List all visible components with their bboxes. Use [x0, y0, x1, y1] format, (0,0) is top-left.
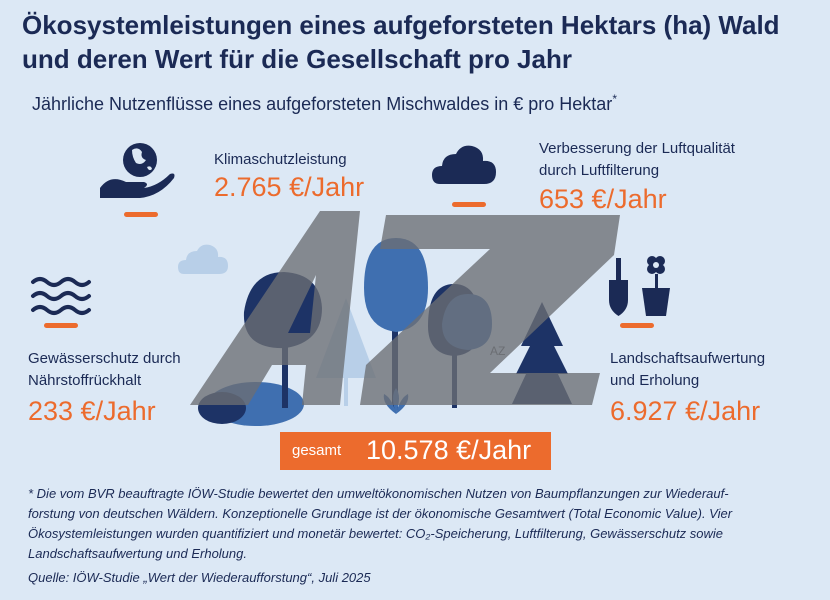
- page-title: Ökosystemleistungen eines aufgeforsteten…: [22, 8, 812, 76]
- water-label-line-2: Nährstoffrückhalt: [28, 372, 142, 389]
- hand-globe-dash: [124, 212, 158, 217]
- landscape-dash: [620, 323, 654, 328]
- hand-globe-icon: [100, 143, 175, 198]
- total-box: gesamt 10.578 €/Jahr: [280, 432, 551, 470]
- landscape-label: Landschaftsaufwertung und Erholung: [610, 348, 765, 392]
- watermark-text: AZ: [490, 344, 505, 358]
- waves-icon: [31, 277, 91, 315]
- footnote: * Die vom BVR beauftragte IÖW-Studie bew…: [28, 484, 798, 564]
- waves-dash: [44, 323, 78, 328]
- tree-blue-tall: [364, 238, 428, 332]
- footnote-line-4: Landschaftsaufwertung und Erholung.: [28, 546, 247, 561]
- water-label: Gewässerschutz durch Nährstoffrückhalt: [28, 348, 181, 392]
- air-label: Verbesserung der Luftqualität durch Luft…: [539, 138, 735, 182]
- air-label-line-2: durch Luftfilterung: [539, 162, 660, 179]
- water-value: 233 €/Jahr: [28, 396, 156, 426]
- shovel-flowerpot-icon: [609, 256, 670, 316]
- air-label-line-1: Verbesserung der Luftqualität: [539, 140, 735, 157]
- title-line-1: Ökosystemleistungen eines aufgeforsteten…: [22, 10, 780, 40]
- landscape-value: 6.927 €/Jahr: [610, 396, 761, 426]
- total-value: 10.578 €/Jahr: [366, 435, 532, 465]
- footnote-line-1: * Die vom BVR beauftragte IÖW-Studie bew…: [28, 486, 729, 501]
- az-watermark: AZ: [190, 211, 620, 405]
- climate-value: 2.765 €/Jahr: [214, 172, 365, 202]
- cloud-dash: [452, 202, 486, 207]
- climate-label: Klimaschutzleistung: [214, 151, 347, 168]
- footnote-line-2: forstung von deutschen Wäldern. Konzepti…: [28, 506, 733, 521]
- source-note: Quelle: IÖW-Studie „Wert der Wiederauffo…: [28, 570, 371, 585]
- total-label: gesamt: [292, 442, 342, 459]
- subtitle-text: Jährliche Nutzenflüsse eines aufgeforste…: [32, 94, 613, 114]
- landscape-label-line-2: und Erholung: [610, 372, 700, 389]
- footnote-line-3: Ökosystemleistungen wurden quantifiziert…: [28, 526, 724, 541]
- title-line-2: und deren Wert für die Gesellschaft pro …: [22, 44, 572, 74]
- water-label-line-1: Gewässerschutz durch: [28, 350, 181, 367]
- landscape-label-line-1: Landschaftsaufwertung: [610, 350, 766, 367]
- subtitle: Jährliche Nutzenflüsse eines aufgeforste…: [32, 92, 617, 115]
- subtitle-asterisk: *: [612, 92, 617, 106]
- decor-cloud-icon: [178, 244, 228, 274]
- cloud-icon: [432, 145, 496, 184]
- air-value: 653 €/Jahr: [539, 184, 667, 214]
